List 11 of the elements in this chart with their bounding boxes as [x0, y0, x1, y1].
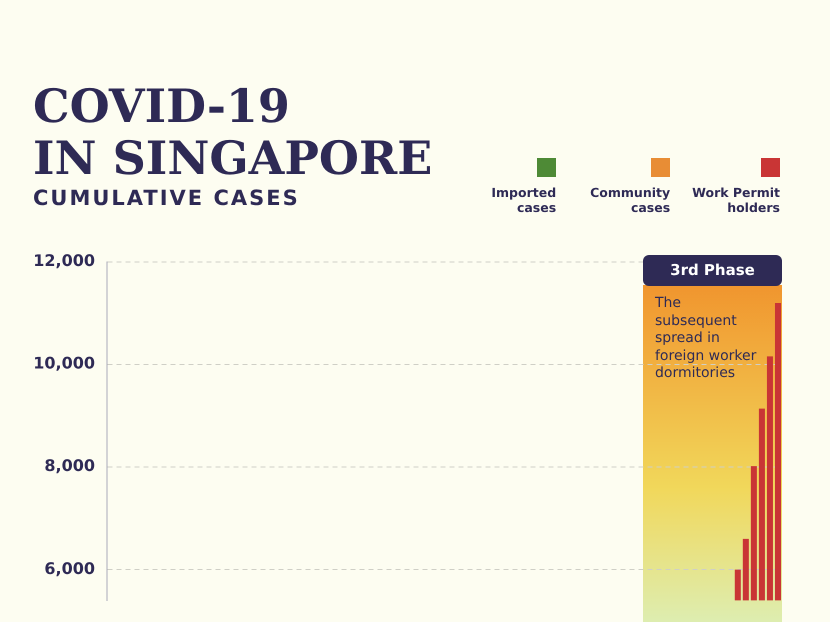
y-tick-label: 10,000 — [33, 354, 95, 373]
legend-label: Work Permit holders — [692, 185, 780, 215]
annotation: The subsequent spread in foreign worker dormitories — [655, 295, 756, 382]
header-tag: 3rd Phase — [643, 255, 782, 286]
y-tick-label: 6,000 — [44, 558, 95, 578]
y-tick-label: 8,000 — [44, 456, 95, 476]
legend-label: Imported cases — [490, 185, 556, 215]
chart-title: COVID-19 IN SINGAPORE — [33, 79, 432, 185]
legend-label: Community cases — [589, 185, 670, 215]
y-tick-label: 12,000 — [33, 251, 95, 270]
chart-subtitle: CUMULATIVE CASES — [33, 186, 301, 210]
